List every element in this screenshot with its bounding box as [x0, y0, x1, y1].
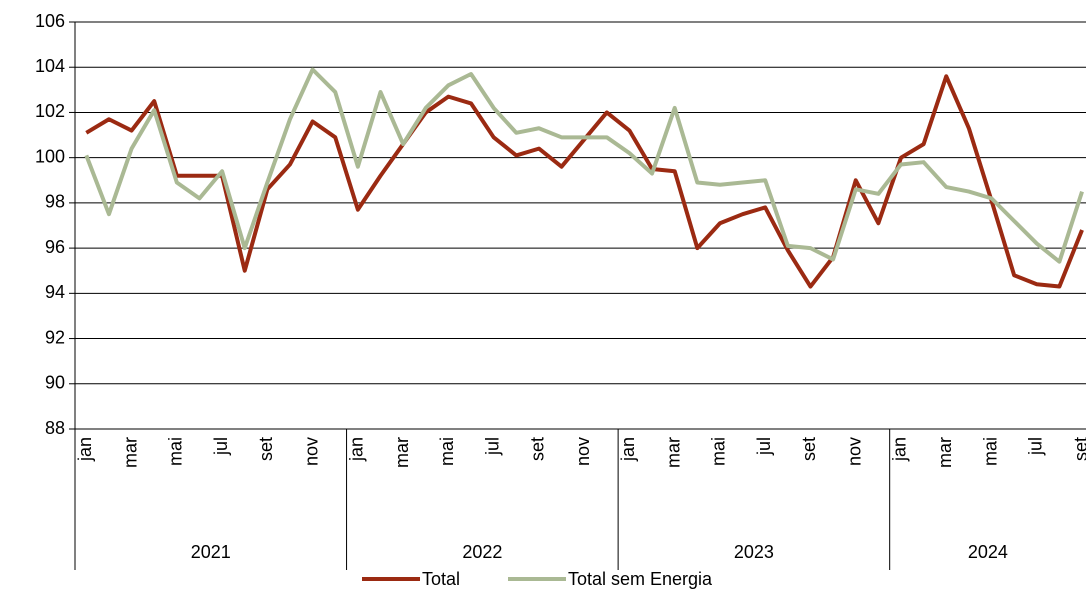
y-tick-label: 104 — [35, 56, 65, 76]
y-tick-label: 90 — [45, 373, 65, 393]
x-tick-label: set — [799, 437, 819, 461]
y-tick-label: 96 — [45, 237, 65, 257]
x-tick-label: jan — [890, 437, 910, 462]
x-tick-label: jul — [211, 437, 231, 456]
series-line — [85, 74, 1084, 289]
x-tick-label: mai — [437, 437, 457, 466]
x-tick-label: jan — [347, 437, 367, 462]
x-tick-label: nov — [573, 437, 593, 466]
y-tick-label: 94 — [45, 282, 65, 302]
x-tick-label: mar — [663, 437, 683, 468]
series-line — [84, 67, 1084, 264]
x-tick-label: nov — [301, 437, 321, 466]
group-label: 2024 — [968, 542, 1008, 562]
x-tick-label: set — [528, 437, 548, 461]
y-tick-label: 88 — [45, 418, 65, 438]
x-tick-label: jul — [482, 437, 502, 456]
x-tick-label: set — [1071, 437, 1086, 461]
legend-label: Total sem Energia — [568, 569, 713, 589]
y-tick-label: 92 — [45, 327, 65, 347]
group-label: 2021 — [191, 542, 231, 562]
legend-label: Total — [422, 569, 460, 589]
x-tick-label: jan — [75, 437, 95, 462]
y-tick-label: 102 — [35, 101, 65, 121]
y-tick-label: 98 — [45, 192, 65, 212]
x-tick-label: mai — [709, 437, 729, 466]
group-label: 2023 — [734, 542, 774, 562]
x-tick-label: nov — [844, 437, 864, 466]
x-tick-label: mar — [935, 437, 955, 468]
x-tick-label: mai — [166, 437, 186, 466]
x-tick-label: mar — [392, 437, 412, 468]
x-tick-label: mar — [120, 437, 140, 468]
x-tick-label: jul — [754, 437, 774, 456]
y-tick-label: 106 — [35, 11, 65, 31]
x-tick-label: mai — [980, 437, 1000, 466]
x-tick-label: jul — [1026, 437, 1046, 456]
group-label: 2022 — [462, 542, 502, 562]
x-tick-label: jan — [618, 437, 638, 462]
x-tick-label: set — [256, 437, 276, 461]
y-tick-label: 100 — [35, 146, 65, 166]
